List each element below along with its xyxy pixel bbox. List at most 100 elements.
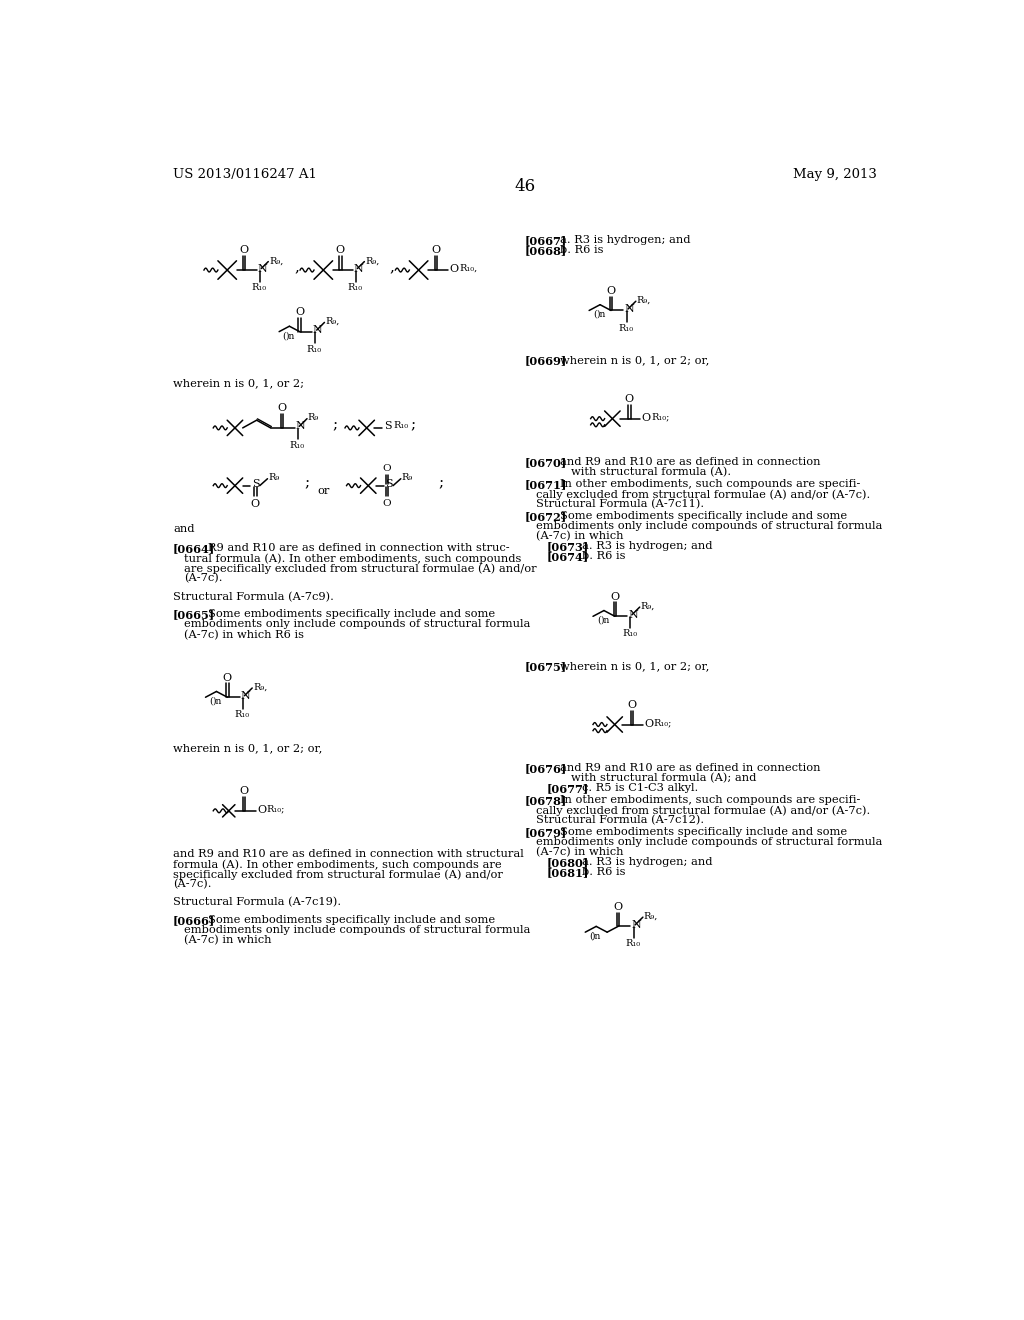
Text: (A-7c).: (A-7c). bbox=[183, 573, 222, 583]
Text: N: N bbox=[353, 264, 364, 273]
Text: O: O bbox=[642, 413, 651, 422]
Text: O: O bbox=[257, 805, 266, 814]
Text: ;: ; bbox=[410, 418, 415, 433]
Text: [0670]: [0670] bbox=[524, 457, 567, 469]
Text: (: ( bbox=[210, 697, 213, 706]
Text: ;: ; bbox=[305, 477, 310, 490]
Text: O: O bbox=[644, 718, 653, 729]
Text: [0679]: [0679] bbox=[524, 828, 567, 838]
Text: specifically excluded from structural formulae (A) and/or: specifically excluded from structural fo… bbox=[173, 870, 503, 880]
Text: R₁₀;: R₁₀; bbox=[653, 718, 672, 727]
Text: In other embodiments, such compounds are specifi-: In other embodiments, such compounds are… bbox=[560, 479, 861, 490]
Text: R₉,: R₉, bbox=[326, 317, 340, 326]
Text: [0667]: [0667] bbox=[524, 235, 567, 247]
Text: Some embodiments specifically include and some: Some embodiments specifically include an… bbox=[560, 511, 848, 521]
Text: (: ( bbox=[593, 310, 597, 319]
Text: )n: )n bbox=[592, 932, 601, 941]
Text: R₉,: R₉, bbox=[366, 256, 380, 265]
Text: S: S bbox=[384, 421, 391, 432]
Text: ;: ; bbox=[438, 477, 443, 490]
Text: [0680]: [0680] bbox=[547, 857, 589, 869]
Text: Structural Formula (A-7c11).: Structural Formula (A-7c11). bbox=[536, 499, 703, 510]
Text: [0681]: [0681] bbox=[547, 867, 589, 878]
Text: Structural Formula (A-7c19).: Structural Formula (A-7c19). bbox=[173, 898, 341, 908]
Text: Some embodiments specifically include and some: Some embodiments specifically include an… bbox=[560, 828, 848, 837]
Text: S: S bbox=[252, 479, 260, 490]
Text: [0673]: [0673] bbox=[547, 541, 589, 552]
Text: a. R3 is hydrogen; and: a. R3 is hydrogen; and bbox=[560, 235, 691, 246]
Text: R₁₀: R₁₀ bbox=[618, 323, 633, 333]
Text: [0665]: [0665] bbox=[173, 610, 215, 620]
Text: wherein n is 0, 1, or 2; or,: wherein n is 0, 1, or 2; or, bbox=[173, 743, 323, 754]
Text: with structural formula (A); and: with structural formula (A); and bbox=[571, 774, 757, 783]
Text: R₁₀: R₁₀ bbox=[234, 710, 250, 719]
Text: May 9, 2013: May 9, 2013 bbox=[793, 168, 877, 181]
Text: R₉,: R₉, bbox=[253, 682, 267, 692]
Text: R₁₀,: R₁₀, bbox=[460, 264, 478, 273]
Text: (A-7c) in which: (A-7c) in which bbox=[536, 531, 624, 541]
Text: Some embodiments specifically include and some: Some embodiments specifically include an… bbox=[208, 915, 495, 925]
Text: N: N bbox=[312, 325, 323, 335]
Text: cally excluded from structural formulae (A) and/or (A-7c).: cally excluded from structural formulae … bbox=[536, 490, 870, 500]
Text: R₉,: R₉, bbox=[637, 296, 651, 305]
Text: R₁₀: R₁₀ bbox=[252, 284, 266, 292]
Text: R₉: R₉ bbox=[401, 474, 413, 482]
Text: b. R6 is: b. R6 is bbox=[560, 246, 604, 255]
Text: R₁₀;: R₁₀; bbox=[651, 413, 670, 421]
Text: Structural Formula (A-7c9).: Structural Formula (A-7c9). bbox=[173, 591, 334, 602]
Text: O: O bbox=[251, 499, 260, 508]
Text: O: O bbox=[625, 395, 634, 404]
Text: O: O bbox=[431, 246, 440, 256]
Text: or: or bbox=[317, 486, 331, 495]
Text: formula (A). In other embodiments, such compounds are: formula (A). In other embodiments, such … bbox=[173, 859, 502, 870]
Text: N: N bbox=[631, 920, 641, 929]
Text: [0671]: [0671] bbox=[524, 479, 567, 490]
Text: c. R5 is C1-C3 alkyl.: c. R5 is C1-C3 alkyl. bbox=[583, 783, 698, 793]
Text: R₁₀: R₁₀ bbox=[290, 441, 304, 450]
Text: R₉: R₉ bbox=[268, 474, 280, 482]
Text: O: O bbox=[240, 787, 249, 796]
Text: R₁₀: R₁₀ bbox=[622, 630, 637, 639]
Text: R9 and R10 are as defined in connection with struc-: R9 and R10 are as defined in connection … bbox=[208, 544, 510, 553]
Text: R₉,: R₉, bbox=[644, 912, 658, 921]
Text: O: O bbox=[278, 404, 287, 413]
Text: R₉,: R₉, bbox=[640, 602, 654, 611]
Text: O: O bbox=[610, 591, 620, 602]
Text: embodiments only include compounds of structural formula: embodiments only include compounds of st… bbox=[183, 619, 530, 630]
Text: a. R3 is hydrogen; and: a. R3 is hydrogen; and bbox=[583, 541, 713, 552]
Text: O: O bbox=[450, 264, 459, 275]
Text: and R9 and R10 are as defined in connection: and R9 and R10 are as defined in connect… bbox=[560, 457, 821, 467]
Text: R₁₀: R₁₀ bbox=[626, 940, 640, 949]
Text: O: O bbox=[295, 308, 304, 317]
Text: [0666]: [0666] bbox=[173, 915, 215, 927]
Text: R₉,: R₉, bbox=[269, 256, 284, 265]
Text: R₁₀: R₁₀ bbox=[393, 421, 409, 430]
Text: S: S bbox=[385, 479, 393, 490]
Text: (: ( bbox=[283, 331, 287, 341]
Text: )n: )n bbox=[285, 331, 295, 341]
Text: N: N bbox=[241, 690, 250, 701]
Text: In other embodiments, such compounds are specifi-: In other embodiments, such compounds are… bbox=[560, 795, 861, 805]
Text: N: N bbox=[257, 264, 267, 273]
Text: O: O bbox=[240, 246, 249, 256]
Text: cally excluded from structural formulae (A) and/or (A-7c).: cally excluded from structural formulae … bbox=[536, 805, 870, 816]
Text: a. R3 is hydrogen; and: a. R3 is hydrogen; and bbox=[583, 857, 713, 867]
Text: and: and bbox=[173, 524, 195, 535]
Text: Structural Formula (A-7c12).: Structural Formula (A-7c12). bbox=[536, 814, 703, 825]
Text: wherein n is 0, 1, or 2; or,: wherein n is 0, 1, or 2; or, bbox=[560, 355, 710, 366]
Text: [0675]: [0675] bbox=[524, 661, 567, 672]
Text: [0668]: [0668] bbox=[524, 246, 567, 256]
Text: [0678]: [0678] bbox=[524, 795, 567, 807]
Text: [0664]: [0664] bbox=[173, 544, 215, 554]
Text: [0674]: [0674] bbox=[547, 552, 589, 562]
Text: N: N bbox=[625, 304, 634, 314]
Text: )n: )n bbox=[213, 697, 222, 706]
Text: embodiments only include compounds of structural formula: embodiments only include compounds of st… bbox=[536, 521, 882, 531]
Text: )n: )n bbox=[600, 615, 609, 624]
Text: and R9 and R10 are as defined in connection with structural: and R9 and R10 are as defined in connect… bbox=[173, 849, 523, 859]
Text: O: O bbox=[383, 499, 391, 508]
Text: O: O bbox=[223, 673, 232, 682]
Text: 46: 46 bbox=[514, 178, 536, 194]
Text: ,: , bbox=[389, 261, 394, 275]
Text: (A-7c) in which: (A-7c) in which bbox=[183, 936, 271, 945]
